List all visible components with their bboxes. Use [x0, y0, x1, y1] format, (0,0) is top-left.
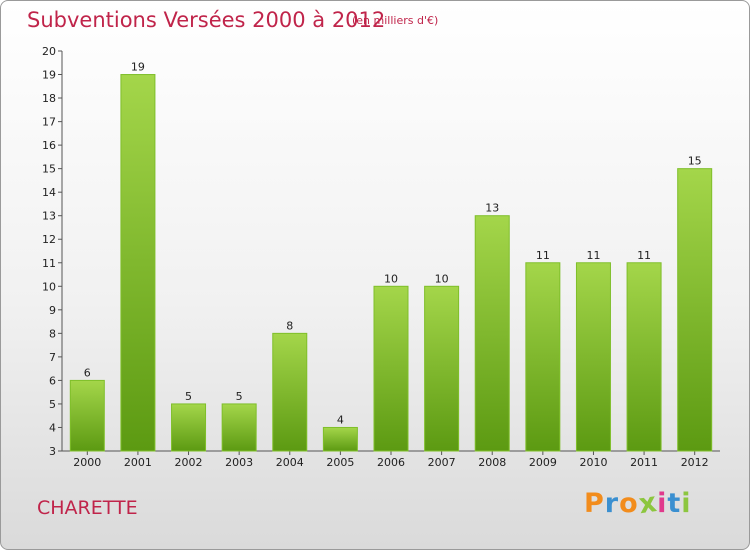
bar-2012: [677, 168, 713, 452]
commune-name: CHARETTE: [37, 497, 138, 519]
value-label-2004: 8: [286, 319, 293, 332]
x-tick-label: 2009: [529, 456, 557, 469]
x-tick-label: 2003: [225, 456, 253, 469]
chart-unit: (en milliers d'€): [352, 14, 439, 27]
x-tick-label: 2007: [428, 456, 456, 469]
value-label-2003: 5: [236, 390, 243, 403]
bar-2003: [221, 403, 257, 452]
bar-2007: [424, 285, 460, 452]
x-tick-label: 2004: [276, 456, 304, 469]
x-tick-label: 2008: [478, 456, 506, 469]
chart-labels: 2000 6 2001 19 2002 5 2003 5 2004 8 2005 4 2006 10 200…: [73, 61, 708, 469]
x-tick-label: 2002: [175, 456, 203, 469]
value-label-2009: 11: [536, 249, 550, 262]
logo-letter: i: [657, 488, 668, 519]
x-tick-label: 2006: [377, 456, 405, 469]
y-tick-label: 14: [42, 186, 56, 199]
chart-bars: [69, 74, 713, 452]
value-label-2000: 6: [84, 366, 91, 379]
logo-letter: P: [584, 488, 605, 519]
x-tick-label: 2001: [124, 456, 152, 469]
bar-2009: [525, 262, 561, 452]
y-tick-label: 8: [49, 327, 56, 340]
bar-2005: [322, 426, 358, 452]
value-label-2006: 10: [384, 272, 398, 285]
y-tick-label: 3: [49, 445, 56, 458]
value-label-2005: 4: [337, 413, 344, 426]
proxiti-logo[interactable]: Proxiti: [584, 486, 692, 521]
y-tick-label: 13: [42, 210, 56, 223]
logo-letter: r: [604, 488, 620, 519]
logo-letter: t: [667, 488, 682, 519]
y-tick-label: 11: [42, 257, 56, 270]
x-tick-label: 2005: [326, 456, 354, 469]
y-tick-label: 7: [49, 351, 56, 364]
value-label-2010: 11: [586, 249, 600, 262]
chart-title: Subventions Versées 2000 à 2012: [27, 8, 386, 32]
logo-letter: o: [619, 488, 639, 519]
logo-letter: x: [636, 486, 660, 521]
y-tick-label: 5: [49, 398, 56, 411]
logo-letter: i: [681, 488, 692, 519]
y-tick-label: 19: [42, 69, 56, 82]
bar-2006: [373, 285, 409, 452]
y-tick-label: 10: [42, 280, 56, 293]
x-tick-label: 2012: [681, 456, 709, 469]
bar-2001: [120, 74, 156, 452]
bar-2010: [575, 262, 611, 452]
value-label-2002: 5: [185, 390, 192, 403]
y-tick-label: 6: [49, 374, 56, 387]
y-tick-label: 18: [42, 92, 56, 105]
x-tick-label: 2000: [73, 456, 101, 469]
bar-2008: [474, 215, 510, 452]
value-label-2007: 10: [435, 272, 449, 285]
bar-2011: [626, 262, 662, 452]
x-tick-label: 2010: [579, 456, 607, 469]
value-label-2011: 11: [637, 249, 651, 262]
bar-2000: [69, 379, 105, 452]
y-tick-label: 9: [49, 304, 56, 317]
y-tick-label: 16: [42, 139, 56, 152]
y-tick-label: 4: [49, 421, 56, 434]
y-tick-label: 17: [42, 116, 56, 129]
bar-2004: [272, 332, 308, 452]
bar-2002: [171, 403, 207, 452]
value-label-2012: 15: [688, 155, 702, 168]
y-tick-label: 15: [42, 163, 56, 176]
x-tick-label: 2011: [630, 456, 658, 469]
y-tick-label: 12: [42, 233, 56, 246]
value-label-2001: 19: [131, 61, 145, 74]
y-tick-label: 20: [42, 45, 56, 58]
value-label-2008: 13: [485, 202, 499, 215]
